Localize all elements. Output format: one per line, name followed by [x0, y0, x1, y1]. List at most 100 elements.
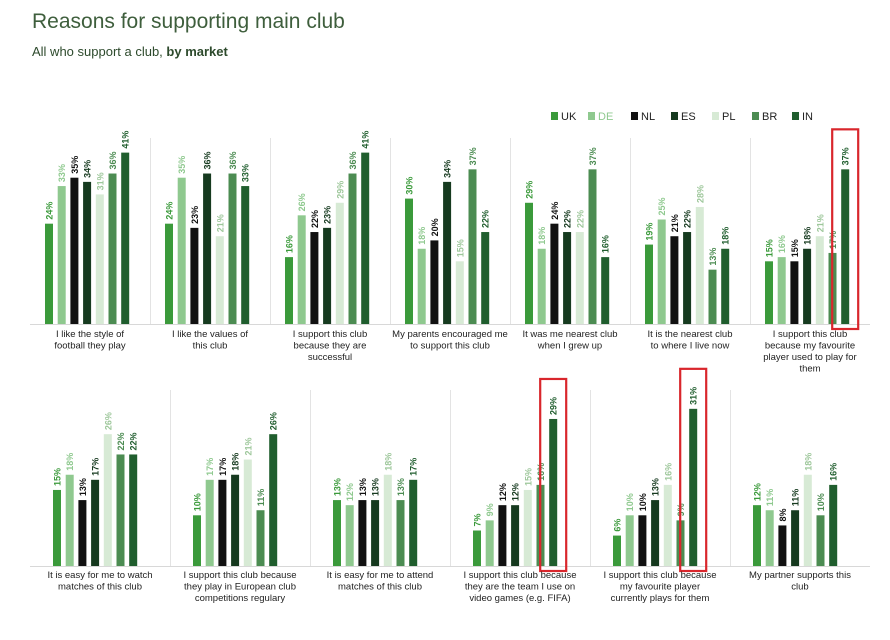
bar-es	[651, 500, 660, 566]
category-label: My parents encouraged me to support this …	[392, 329, 508, 352]
data-label: 20%	[430, 218, 440, 236]
bar-es	[323, 227, 332, 324]
bar-br	[108, 173, 117, 324]
panel-10: 13% 12% 13% 13%18%13%17%It is easy for me t…	[310, 390, 433, 593]
bar-uk	[525, 202, 533, 324]
data-label: 22%	[563, 210, 573, 228]
bar-es	[511, 505, 520, 566]
data-label: 26%	[269, 412, 279, 430]
legend-label: NL	[641, 111, 655, 123]
legend-label: ES	[681, 111, 696, 123]
data-label: 36%	[108, 152, 118, 170]
data-label: 22%	[575, 210, 585, 228]
panel-8: 15%18%13%17%26%22% 22%It is easy for me t…	[47, 412, 152, 592]
bar-uk	[645, 244, 653, 324]
data-label: 18%	[803, 227, 813, 245]
bar-br	[348, 173, 357, 324]
data-label: 9%	[485, 503, 495, 516]
data-label: 11%	[791, 489, 801, 507]
bar-in	[361, 152, 370, 324]
data-label: 13%	[358, 478, 368, 496]
bar-es	[443, 181, 452, 324]
bar-uk	[473, 530, 481, 566]
data-label: 24%	[550, 202, 560, 220]
data-label: 13%	[78, 478, 88, 496]
data-label: 11%	[765, 489, 775, 507]
data-label: 36%	[348, 152, 358, 170]
category-label: I support this club because they are succe…	[293, 329, 367, 363]
data-label: 13%	[651, 478, 661, 496]
data-label: 15%	[455, 239, 465, 257]
data-label: 37%	[468, 147, 478, 165]
bar-es	[803, 248, 812, 324]
bar-pl	[383, 474, 392, 566]
bar-uk	[285, 257, 293, 324]
bar-de	[625, 515, 634, 566]
bar-pl	[103, 434, 112, 566]
data-label: 15%	[53, 468, 63, 486]
bar-pl	[455, 261, 464, 324]
bar-nl	[550, 223, 559, 324]
data-label: 16%	[777, 235, 787, 253]
bar-de	[297, 215, 306, 324]
data-label: 31%	[689, 387, 699, 405]
data-label: 34%	[83, 160, 93, 178]
panel-9: 10%17% 17% 18%21%11%26%I support this club…	[170, 390, 297, 604]
bar-es	[563, 232, 572, 324]
data-label: 15%	[523, 468, 533, 486]
subtitle-market: by market	[166, 44, 228, 59]
data-label: 15%	[765, 239, 775, 257]
bar-es	[683, 232, 692, 324]
data-label: 18%	[231, 453, 241, 471]
bar-nl	[358, 500, 367, 566]
bar-es	[791, 510, 800, 566]
category-label: I like the values of this club	[172, 329, 248, 352]
bar-de	[205, 479, 214, 566]
bar-br	[256, 510, 265, 566]
bar-in	[549, 418, 558, 566]
bar-pl	[815, 236, 824, 324]
data-label: 13%	[333, 478, 343, 496]
legend-swatch	[631, 112, 638, 120]
data-label: 10%	[193, 493, 203, 511]
data-label: 12%	[498, 483, 508, 501]
legend-swatch	[712, 112, 719, 120]
data-label: 31%	[95, 172, 105, 190]
highlight-box	[679, 367, 708, 573]
bar-uk	[45, 223, 53, 324]
bar-de	[485, 520, 494, 566]
bar-uk	[333, 500, 341, 566]
data-label: 29%	[525, 181, 535, 199]
legend-item-uk: UK	[551, 111, 577, 123]
data-label: 13%	[396, 478, 406, 496]
data-label: 10%	[638, 493, 648, 511]
legend-item-es: ES	[671, 111, 696, 123]
legend-swatch	[792, 112, 799, 120]
chart-subtitle: All who support a club, by market	[32, 44, 228, 59]
bar-es	[83, 181, 92, 324]
data-label: 18%	[383, 453, 393, 471]
data-label: 28%	[695, 185, 705, 203]
bar-in	[121, 152, 130, 324]
bar-pl	[523, 489, 532, 566]
bar-uk	[405, 198, 413, 324]
bar-nl	[190, 227, 199, 324]
panel-6: 19%25%21% 22%28% 13%18% It is the nearest c…	[630, 138, 733, 352]
category-label: It is easy for me to watch matches of thi…	[47, 570, 152, 593]
data-label: 10%	[625, 493, 635, 511]
data-label: 12%	[753, 483, 763, 501]
data-label: 22%	[116, 432, 126, 450]
bar-pl	[335, 202, 344, 324]
bar-uk	[193, 515, 201, 566]
data-label: 11%	[256, 489, 266, 507]
data-label: 17%	[91, 458, 101, 476]
bar-uk	[165, 223, 173, 324]
bar-es	[91, 479, 100, 566]
data-label: 21%	[670, 214, 680, 232]
bar-es	[203, 173, 212, 324]
data-label: 15%	[790, 239, 800, 257]
bar-nl	[310, 232, 319, 324]
data-label: 21%	[815, 214, 825, 232]
data-label: 18%	[537, 227, 547, 245]
data-label: 37%	[588, 147, 598, 165]
